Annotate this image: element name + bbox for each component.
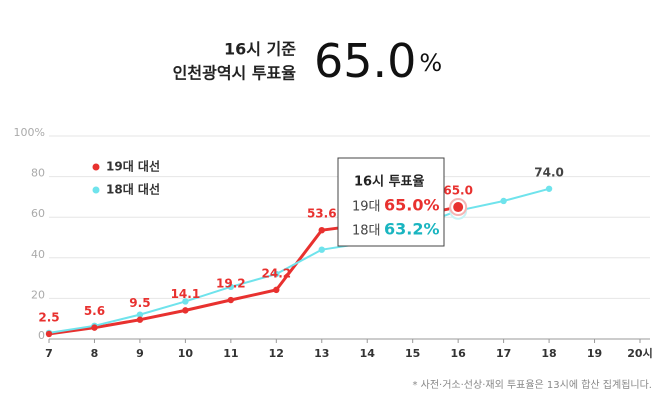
point bbox=[227, 296, 235, 304]
x-tick-label: 13 bbox=[314, 347, 329, 360]
value-label: 24.2 bbox=[262, 266, 292, 280]
headline-unit: % bbox=[419, 49, 442, 77]
point bbox=[136, 316, 144, 323]
point bbox=[545, 185, 553, 192]
tooltip-label: 19대 bbox=[352, 200, 381, 215]
point bbox=[227, 283, 235, 291]
point bbox=[273, 286, 280, 294]
y-tick-label: 40 bbox=[31, 248, 45, 261]
point bbox=[318, 246, 325, 253]
value-label: 2.5 bbox=[38, 310, 59, 324]
point bbox=[318, 226, 325, 234]
tooltip-value: 63.2% bbox=[384, 220, 440, 239]
x-tick-label: 8 bbox=[91, 347, 99, 360]
value-label: 9.5 bbox=[129, 296, 150, 310]
value-label: 19.2 bbox=[216, 277, 246, 291]
value-label: 5.6 bbox=[84, 304, 105, 318]
legend-swatch bbox=[92, 163, 100, 171]
x-tick-label: 14 bbox=[360, 347, 376, 360]
value-label: 74.0 bbox=[534, 165, 564, 179]
value-label: 65.0 bbox=[443, 184, 473, 198]
x-tick-label: 9 bbox=[136, 347, 144, 360]
y-tick-label: 100% bbox=[14, 126, 45, 139]
x-tick-label: 10 bbox=[178, 347, 194, 360]
tooltip-value: 65.0% bbox=[384, 196, 440, 215]
legend-label: 19대 대선 bbox=[106, 159, 160, 174]
point bbox=[182, 307, 189, 314]
point bbox=[136, 311, 144, 318]
point bbox=[45, 330, 53, 338]
title-line: 16시 기준 bbox=[224, 40, 296, 59]
x-tick-label: 12 bbox=[269, 347, 284, 360]
y-tick-label: 80 bbox=[31, 167, 45, 180]
headline: 65.0% bbox=[314, 34, 442, 88]
point bbox=[273, 270, 280, 278]
tooltip: 16시 투표율 19대 65.0% 18대 63.2% bbox=[337, 157, 445, 247]
value-label: 53.6 bbox=[307, 207, 337, 221]
x-tick-label: 20시 bbox=[627, 347, 652, 360]
point bbox=[91, 324, 98, 331]
tooltip-box bbox=[337, 157, 445, 247]
series-line bbox=[48, 187, 550, 334]
y-tick-label: 20 bbox=[31, 288, 45, 301]
x-tick-label: 19 bbox=[587, 347, 602, 360]
x-tick-label: 15 bbox=[405, 347, 420, 360]
x-tick-label: 16 bbox=[450, 347, 466, 360]
note: * 사전·거소·선상·재외 투표율은 13시에 합산 집계됩니다. bbox=[412, 378, 652, 391]
x-tick-label: 7 bbox=[45, 347, 53, 360]
headline-value: 65.0 bbox=[314, 34, 416, 88]
point bbox=[182, 298, 189, 305]
legend-swatch bbox=[92, 186, 100, 194]
legend-label: 18대 대선 bbox=[106, 182, 160, 197]
x-tick-label: 18 bbox=[541, 347, 556, 360]
value-label: 14.1 bbox=[171, 287, 201, 301]
x-tick-label: 11 bbox=[223, 347, 238, 360]
title-line: 인천광역시 투표율 bbox=[173, 64, 297, 83]
tooltip-title: 16시 투표율 bbox=[354, 174, 424, 190]
point bbox=[453, 202, 464, 213]
point bbox=[500, 197, 507, 205]
plot: 0 20 40 60 80 100% 7 8 9 10 11 12 13 14 15 16 17 18 19 20시 7… bbox=[14, 126, 653, 360]
tooltip-label: 18대 bbox=[352, 224, 381, 239]
y-tick-label: 0 bbox=[38, 329, 45, 342]
y-tick-label: 60 bbox=[31, 207, 45, 220]
x-tick-label: 17 bbox=[496, 347, 511, 360]
